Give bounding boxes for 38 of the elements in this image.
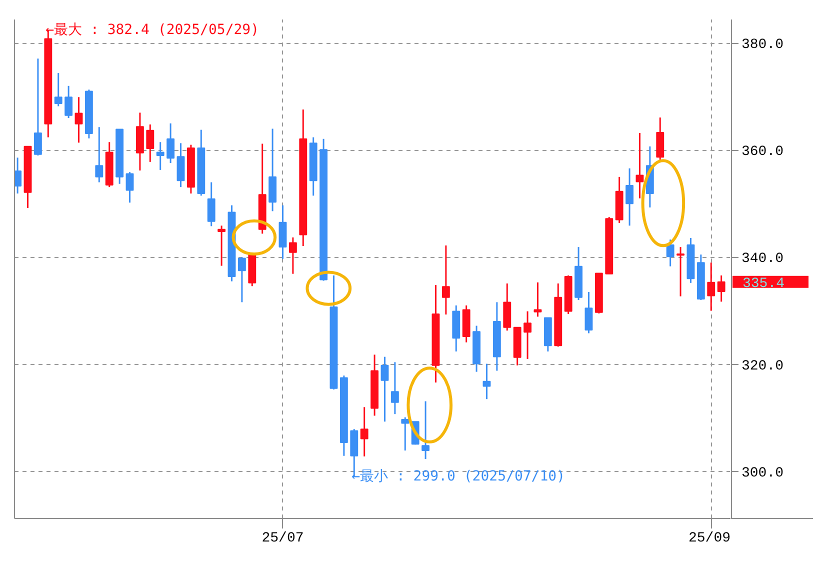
y-tick-label: 360.0: [742, 144, 784, 160]
candlestick: [707, 262, 716, 312]
candlestick: [166, 122, 175, 164]
candlestick: [126, 171, 134, 204]
candlestick: [218, 224, 226, 267]
candlestick: [64, 85, 73, 119]
candlestick: [401, 416, 410, 452]
candlestick: [422, 400, 430, 460]
candlestick: [717, 274, 726, 302]
y-tick-label: 340.0: [742, 251, 784, 268]
text: 335.4: [742, 276, 785, 292]
candlestick: [360, 406, 368, 458]
candlestick: [14, 156, 22, 194]
candlestick: [482, 363, 491, 400]
candlestick: [636, 132, 644, 200]
candlestick: [626, 168, 634, 226]
candlestick: [390, 361, 399, 415]
candlestick: [146, 124, 154, 163]
y-tick-label: 300.0: [742, 465, 784, 482]
candlestick: [156, 141, 164, 171]
x-tick-label: 25/07: [262, 530, 304, 546]
candlestick: [34, 58, 42, 156]
candlestick: [584, 291, 593, 334]
y-tick-label: 320.0: [742, 358, 784, 374]
candlestick: [380, 356, 389, 422]
candlestick: [676, 246, 684, 298]
y-tick-label: 380.0: [742, 37, 784, 54]
candlestick: [54, 72, 62, 107]
candlestick: [238, 256, 246, 303]
candlestick: [524, 310, 532, 360]
candlestick: [288, 236, 297, 275]
candlestick: [534, 282, 542, 318]
candlestick: [74, 96, 83, 144]
candlestick: [442, 244, 450, 316]
x-tick-label: 25/09: [688, 530, 731, 546]
candlestick: [95, 126, 104, 184]
candlestick: [207, 182, 216, 227]
candlestick: [666, 238, 674, 268]
